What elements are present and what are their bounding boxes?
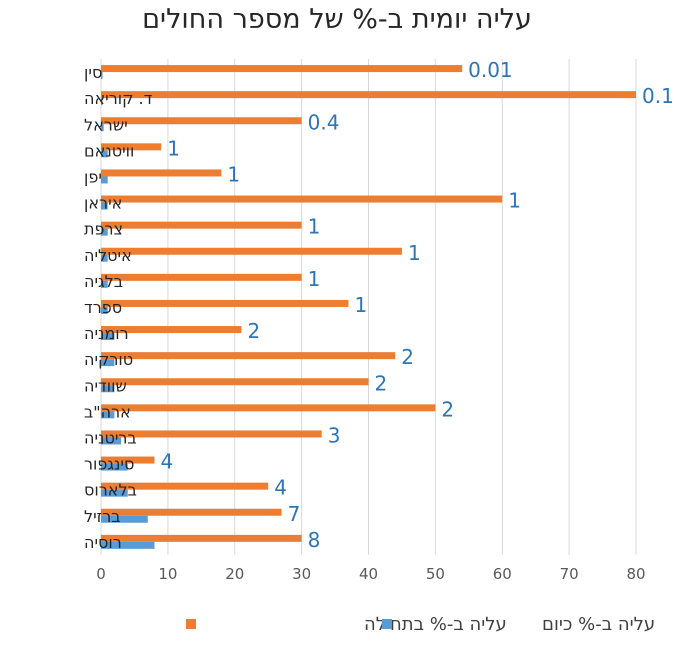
bar-initial xyxy=(101,247,402,255)
x-axis-ticks: 0 10 20 30 40 50 60 70 80 xyxy=(96,565,645,583)
category-label: ברזיל xyxy=(84,507,121,526)
bar-initial xyxy=(101,352,396,360)
category-label: איראן xyxy=(84,194,122,213)
category-label: ארה"ב xyxy=(84,402,131,421)
bars xyxy=(101,65,636,549)
bar-today xyxy=(101,359,115,367)
bar-today xyxy=(101,150,108,158)
bar-today xyxy=(101,280,108,288)
bar-today xyxy=(101,411,115,419)
data-label: 4 xyxy=(161,450,174,474)
category-label: ד. קוריאה xyxy=(84,89,153,108)
x-tick-label: 10 xyxy=(158,565,177,583)
bar-today xyxy=(101,254,108,262)
chart-title: עליה יומית ב-% של מספר החולים xyxy=(142,4,532,35)
category-label: איטליה xyxy=(84,246,132,265)
bar-initial xyxy=(101,169,222,177)
x-tick-label: 80 xyxy=(626,565,645,583)
bar-today xyxy=(101,98,103,106)
x-tick-label: 70 xyxy=(560,565,579,583)
data-label: 1 xyxy=(308,267,321,291)
bar-initial xyxy=(101,91,636,99)
category-label: סין xyxy=(84,63,102,82)
data-label: 2 xyxy=(401,345,414,369)
category-label: ספרד xyxy=(84,298,122,317)
bar-initial xyxy=(101,195,503,203)
bar-initial xyxy=(101,65,463,73)
bar-initial xyxy=(101,326,242,334)
category-label: ישראל xyxy=(84,115,128,134)
data-label: 2 xyxy=(441,397,454,421)
data-label: 3 xyxy=(328,423,341,447)
category-label: טורקיה xyxy=(84,350,133,369)
data-label: 1 xyxy=(354,293,367,317)
bar-today xyxy=(101,306,108,314)
legend-label-initial: עליה ב-% בתחילה xyxy=(364,614,507,635)
x-tick-label: 50 xyxy=(426,565,445,583)
bar-today xyxy=(101,489,128,497)
bar-initial xyxy=(101,221,302,229)
data-label: 0.01 xyxy=(468,58,513,82)
legend-label-today: עליה ב-% כיום xyxy=(542,614,655,635)
bar-today xyxy=(101,228,108,236)
bar-initial xyxy=(101,299,349,307)
x-tick-label: 20 xyxy=(225,565,244,583)
category-label: וויטנאם xyxy=(84,141,134,160)
bar-initial xyxy=(101,508,282,516)
bar-today xyxy=(101,72,103,80)
category-label: יפן xyxy=(84,167,102,186)
bar-initial xyxy=(101,430,322,438)
bar-today xyxy=(101,385,115,393)
bar-initial xyxy=(101,117,302,125)
category-label: בלארוס xyxy=(84,481,137,500)
bar-initial xyxy=(101,143,162,151)
bar-initial xyxy=(101,534,302,542)
bar-initial xyxy=(101,378,369,386)
legend-swatch-initial xyxy=(186,619,196,629)
bar-today xyxy=(101,541,155,549)
data-label: 1 xyxy=(227,162,240,186)
bar-today xyxy=(101,124,104,132)
legend: עליה ב-% בתחילה עליה ב-% כיום xyxy=(186,614,655,635)
category-labels: סין ד. קוריאה ישראל וויטנאם יפן איראן צרפת איטל… xyxy=(84,63,153,552)
category-label: בלגיה xyxy=(84,272,123,291)
bar-today xyxy=(101,202,108,210)
data-label: 4 xyxy=(274,476,287,500)
category-label: שוודיה xyxy=(84,376,127,395)
bar-today xyxy=(101,176,108,184)
x-tick-label: 40 xyxy=(359,565,378,583)
bar-initial xyxy=(101,404,436,412)
x-tick-label: 30 xyxy=(292,565,311,583)
bar-today xyxy=(101,333,115,341)
category-label: צרפת xyxy=(84,220,123,239)
x-tick-label: 0 xyxy=(96,565,106,583)
data-label: 1 xyxy=(508,189,521,213)
gridlines xyxy=(100,59,637,555)
data-label: 0.4 xyxy=(308,110,340,134)
bar-initial xyxy=(101,482,269,490)
data-label: 1 xyxy=(408,241,421,265)
category-label: בריטניה xyxy=(84,428,137,447)
bar-initial xyxy=(101,273,302,281)
category-label: סינגפור xyxy=(84,455,134,474)
data-label: 2 xyxy=(247,319,260,343)
bar-today xyxy=(101,463,128,471)
x-tick-label: 60 xyxy=(493,565,512,583)
data-label: 8 xyxy=(308,528,321,552)
category-label: רומניה xyxy=(84,324,129,343)
legend-swatch-today xyxy=(382,619,392,629)
data-label: 7 xyxy=(288,502,301,526)
bar-initial xyxy=(101,456,155,464)
data-label: 1 xyxy=(308,215,321,239)
data-label: 1 xyxy=(167,136,180,160)
data-label: 2 xyxy=(375,371,388,395)
data-label: 0.1 xyxy=(642,84,674,108)
bar-today xyxy=(101,437,122,445)
category-label: רוסיה xyxy=(84,533,122,552)
bar-today xyxy=(101,515,148,523)
